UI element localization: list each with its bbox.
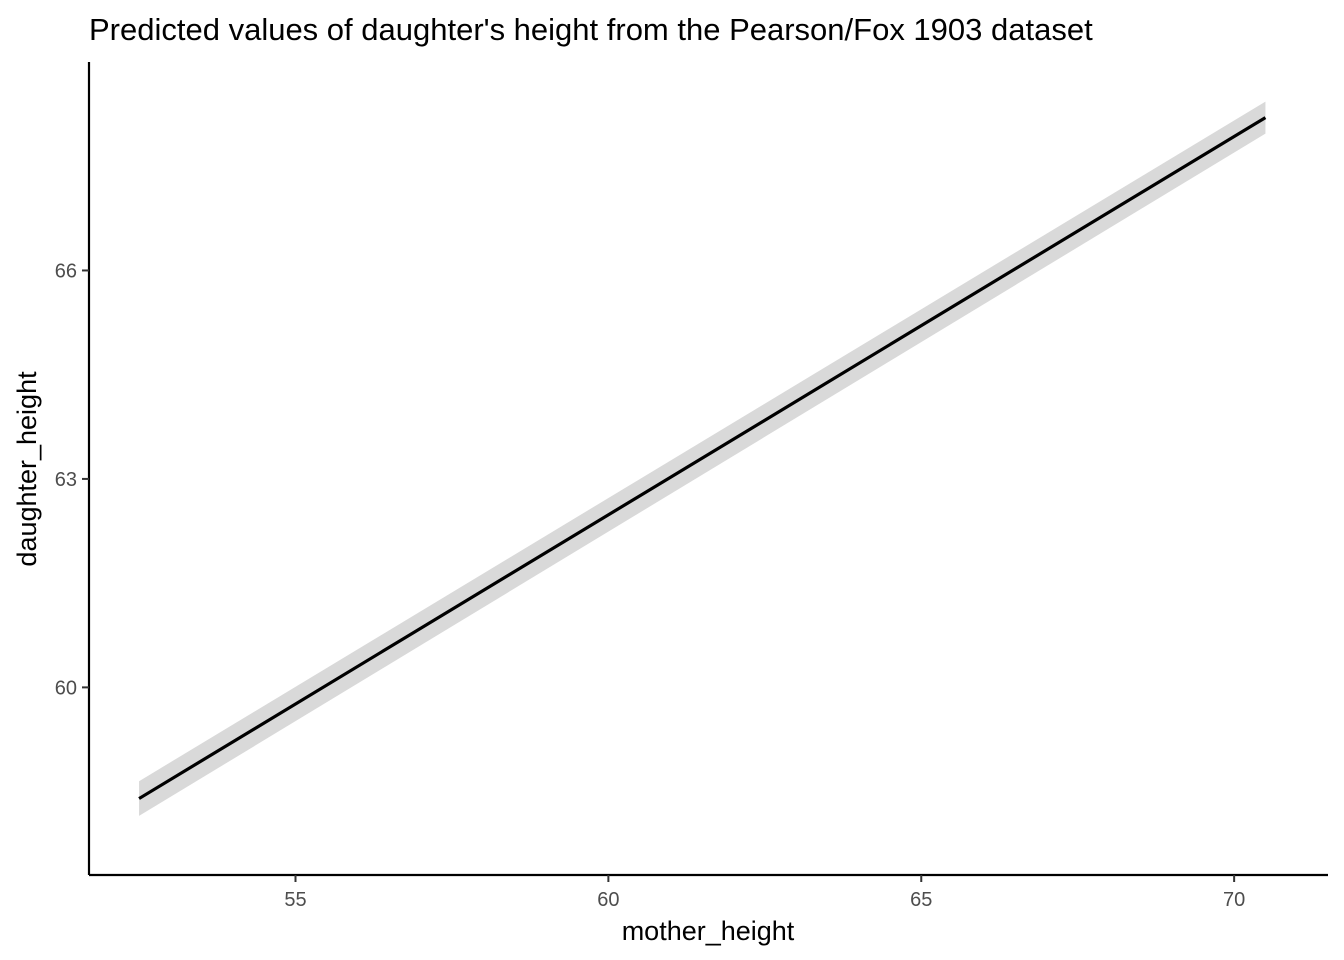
x-tick-label: 55 (284, 889, 306, 911)
y-tick-label: 60 (55, 677, 77, 699)
y-tick-label: 63 (55, 469, 77, 491)
x-axis-ticks: 55 60 65 70 (284, 875, 1245, 911)
x-tick-label: 60 (597, 889, 619, 911)
y-tick-label: 66 (55, 260, 77, 282)
plot-area (138, 101, 1267, 816)
x-axis-label: mother_height (622, 916, 795, 946)
y-axis-label: daughter_height (12, 371, 42, 567)
y-axis-ticks: 60 63 66 (55, 260, 89, 699)
regression-line (138, 116, 1267, 800)
x-tick-label: 70 (1223, 889, 1245, 911)
chart-title: Predicted values of daughter's height fr… (89, 12, 1093, 47)
x-tick-label: 65 (910, 889, 932, 911)
